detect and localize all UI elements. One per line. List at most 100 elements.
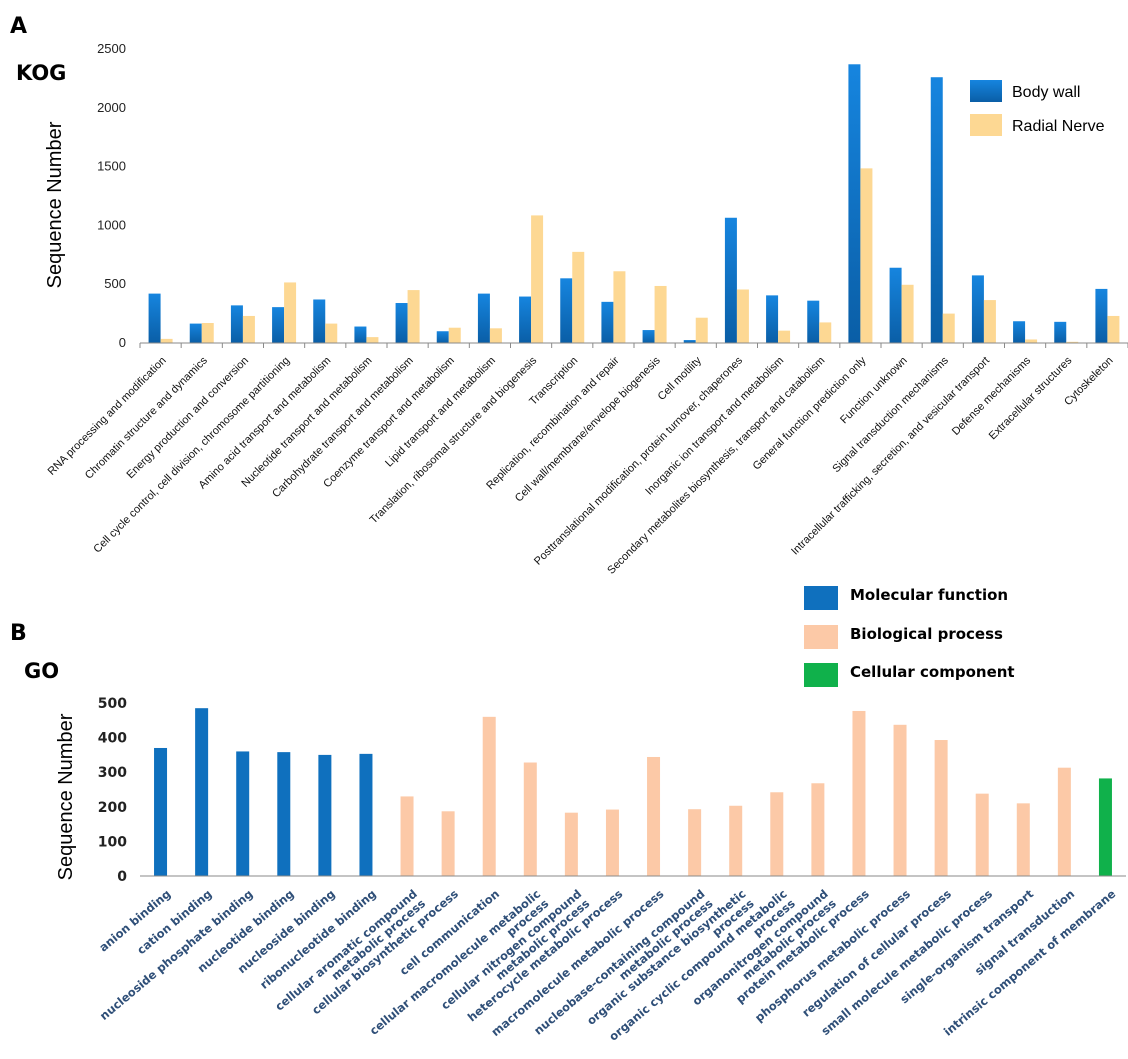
kog-x-tick-labels: RNA processing and modificationChromatin…: [46, 354, 1116, 576]
go-bar-biological-process: [647, 756, 661, 876]
go-bar-biological-process: [688, 809, 702, 876]
kog-bar-body-wall: [848, 64, 861, 344]
kog-bar-radial-nerve: [942, 313, 955, 343]
legend-swatch-body-wall: [970, 80, 1002, 102]
kog-bar-body-wall: [930, 77, 943, 343]
go-y-tick-label: 0: [117, 869, 127, 885]
panel-b-letter: B: [10, 621, 27, 646]
go-bar-molecular-function: [195, 708, 209, 876]
go-y-ticks: 0 100 200 300 400 500: [98, 696, 127, 885]
kog-bar-radial-nerve: [654, 285, 667, 343]
legend-swatch-radial-nerve: [970, 114, 1002, 136]
kog-bar-body-wall: [889, 267, 902, 343]
kog-bar-radial-nerve: [736, 289, 749, 343]
go-bar-biological-process: [441, 811, 455, 876]
kog-y-tick-label: 0: [119, 335, 126, 350]
kog-bar-radial-nerve: [819, 322, 832, 343]
kog-bar-radial-nerve: [407, 290, 420, 343]
kog-bar-body-wall: [724, 217, 737, 343]
go-bar-biological-process: [852, 710, 866, 876]
kog-bar-body-wall: [1095, 288, 1108, 343]
kog-bar-radial-nerve: [1066, 341, 1079, 343]
kog-bar-radial-nerve: [613, 271, 626, 343]
kog-bar-radial-nerve: [531, 215, 544, 343]
legend-label-molecular-function: Molecular function: [850, 586, 1008, 604]
kog-bar-body-wall: [1054, 321, 1067, 343]
kog-bar-radial-nerve: [242, 315, 255, 343]
panel-b-label: GO: [24, 659, 59, 683]
go-bar-biological-process: [1057, 767, 1071, 876]
go-y-tick-label: 500: [98, 696, 127, 712]
kog-bar-body-wall: [766, 295, 779, 343]
go-y-tick-label: 300: [98, 765, 127, 781]
kog-bar-body-wall: [436, 331, 449, 343]
kog-bar-body-wall: [148, 293, 161, 343]
go-category-label: nucleoside phosphate binding: [97, 887, 256, 1023]
go-bar-biological-process: [482, 716, 496, 876]
legend-label-body-wall: Body wall: [1012, 84, 1080, 101]
kog-bar-body-wall: [642, 330, 655, 343]
go-bar-biological-process: [605, 809, 619, 876]
go-bar-biological-process: [975, 793, 989, 876]
kog-bar-body-wall: [272, 307, 285, 343]
kog-bar-radial-nerve: [901, 284, 914, 343]
kog-bar-radial-nerve: [489, 328, 502, 343]
kog-y-tick-label: 2500: [97, 41, 126, 56]
kog-bar-body-wall: [189, 323, 202, 343]
go-bar-cellular-component: [1098, 778, 1112, 876]
kog-category-label: Defense mechanisms: [950, 354, 1034, 438]
go-legend: Molecular function Biological process Ce…: [804, 586, 1015, 687]
kog-bar-radial-nerve: [201, 323, 214, 343]
kog-bar-radial-nerve: [572, 251, 585, 343]
kog-y-ticks: 0 500 1000 1500 2000 2500: [97, 41, 126, 350]
kog-bar-radial-nerve: [160, 338, 173, 343]
go-bar-biological-process: [400, 796, 414, 876]
kog-bar-radial-nerve: [1107, 315, 1120, 343]
kog-bar-radial-nerve: [1025, 339, 1038, 343]
kog-bar-body-wall: [971, 275, 984, 343]
go-bar-biological-process: [893, 724, 907, 876]
kog-category-label: Cell wall/membrane/envelope biogenesis: [513, 354, 663, 504]
go-bar-chart: Sequence Number 0 100 200 300 400 500 anion b…: [55, 696, 1126, 1044]
kog-bar-radial-nerve: [366, 337, 379, 343]
kog-bar-radial-nerve: [448, 327, 461, 343]
kog-bar-body-wall: [395, 303, 408, 343]
kog-bar-body-wall: [519, 296, 532, 343]
go-y-tick-label: 400: [98, 731, 127, 747]
kog-bar-body-wall: [683, 340, 696, 343]
kog-y-axis-label: Sequence Number: [44, 121, 66, 288]
kog-category-label: Extracellular structures: [987, 354, 1075, 442]
go-bar-molecular-function: [236, 751, 250, 876]
panel-a-letter: A: [10, 14, 27, 39]
legend-swatch-molecular-function: [804, 586, 838, 610]
go-bar-molecular-function: [277, 752, 291, 876]
kog-bar-radial-nerve: [778, 330, 791, 343]
panel-a-label: KOG: [16, 61, 66, 85]
kog-bar-body-wall: [354, 326, 367, 343]
kog-bar-radial-nerve: [284, 282, 297, 343]
kog-bar-body-wall: [313, 299, 326, 343]
kog-y-tick-label: 1500: [97, 159, 126, 174]
go-y-tick-label: 200: [98, 800, 127, 816]
go-bar-biological-process: [729, 805, 743, 876]
legend-label-biological-process: Biological process: [850, 625, 1003, 643]
kog-category-label: Intracellular trafficking, secretion, an…: [789, 355, 992, 558]
go-bars: [154, 708, 1112, 876]
kog-x-axis: [139, 342, 1128, 348]
go-bar-biological-process: [934, 740, 948, 876]
kog-y-tick-label: 1000: [97, 217, 126, 232]
kog-bar-body-wall: [601, 301, 614, 343]
kog-y-tick-label: 2000: [97, 100, 126, 115]
kog-bar-radial-nerve: [325, 323, 338, 343]
go-bar-biological-process: [523, 762, 537, 876]
go-bar-molecular-function: [318, 754, 332, 876]
go-y-axis-label: Sequence Number: [55, 713, 77, 880]
go-bar-biological-process: [564, 812, 578, 876]
kog-bars: [148, 64, 1120, 344]
kog-bar-chart: Sequence Number 0 500 1000 1500 2000 2500 RNA…: [44, 41, 1128, 577]
go-bar-molecular-function: [154, 747, 168, 876]
go-bar-biological-process: [1016, 803, 1030, 876]
legend-label-cellular-component: Cellular component: [850, 663, 1015, 681]
kog-bar-body-wall: [560, 278, 573, 343]
